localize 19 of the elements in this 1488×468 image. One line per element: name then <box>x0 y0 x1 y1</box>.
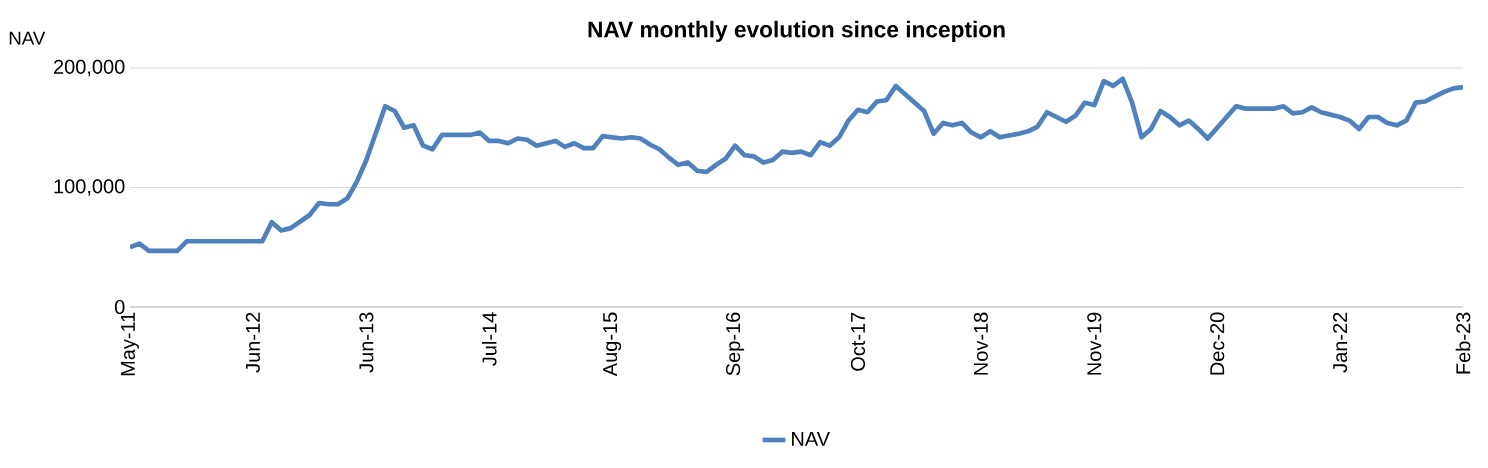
legend-label: NAV <box>792 432 830 446</box>
x-tick-label: Jan-22 <box>1333 312 1348 373</box>
x-tick-label: Sep-16 <box>726 312 745 376</box>
y-tick-label: 200,000 <box>54 59 125 77</box>
x-tick-label: Jun-12 <box>245 312 260 373</box>
x-tick-label: Feb-23 <box>1455 312 1471 374</box>
x-tick-label: Nov-19 <box>1087 312 1102 375</box>
chart-title: NAV monthly evolution since inception <box>588 20 1005 42</box>
x-tick-label: May-11 <box>121 312 139 376</box>
x-tick-label: Jun-13 <box>359 312 374 373</box>
y-axis-title: NAV <box>9 31 46 45</box>
y-tick-label: 0 <box>114 299 125 315</box>
x-tick-label: Dec-20 <box>1210 312 1225 375</box>
x-tick-label: Jul-14 <box>481 312 497 366</box>
x-tick-label: Aug-15 <box>603 312 622 377</box>
x-tick-label: Nov-18 <box>973 312 988 375</box>
x-tick-label: Oct-17 <box>850 312 866 371</box>
line-series <box>130 76 1464 254</box>
y-tick-label: 100,000 <box>54 179 125 196</box>
